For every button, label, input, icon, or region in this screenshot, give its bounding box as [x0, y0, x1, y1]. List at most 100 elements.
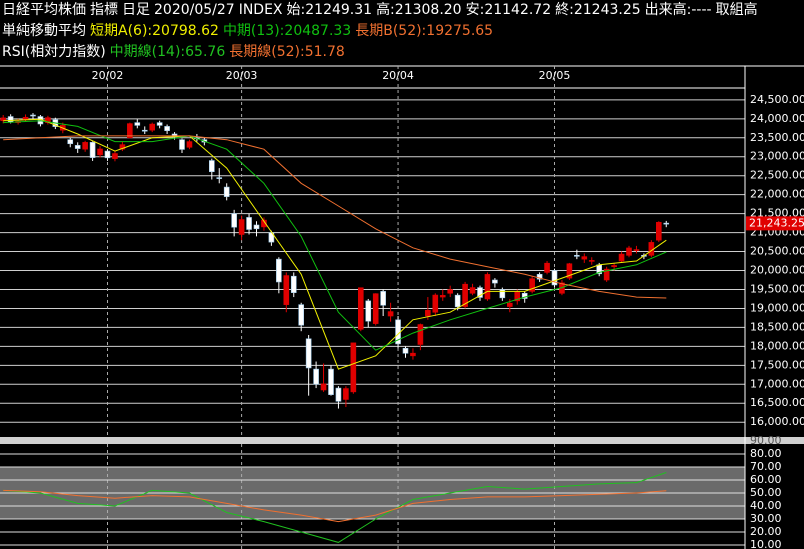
candle-body	[544, 262, 550, 273]
y-tick-label: 50.00	[750, 486, 782, 499]
candle-body	[663, 222, 670, 225]
candle-body	[462, 283, 468, 307]
candle-body	[499, 289, 506, 299]
legend-label: 長期線(52):	[229, 44, 305, 60]
series-line	[3, 120, 667, 351]
candle-body	[574, 255, 580, 257]
legend-value: 51.78	[304, 44, 345, 60]
y-tick-label: 24,000.00	[750, 112, 804, 125]
candle-body	[588, 260, 595, 262]
item: 2020/05/27	[154, 2, 235, 18]
legend-value: 65.76	[185, 44, 226, 60]
y-tick-label: 17,000.00	[750, 377, 804, 390]
ohlc-value: 21142.72	[484, 2, 552, 18]
candle-body	[231, 213, 237, 228]
candle-body	[298, 304, 305, 326]
candle-body	[521, 292, 528, 299]
candle-body	[7, 116, 14, 123]
item: 指標	[90, 2, 118, 18]
header: 日経平均株価 指標 日足 2020/05/27 INDEX 始:21249.31 高:213…	[0, 0, 804, 64]
candle-body	[477, 287, 483, 298]
open-interest: 取組高	[715, 2, 758, 18]
candle-body	[469, 287, 476, 294]
y-tick-label: 19,500.00	[750, 282, 804, 295]
ohlc-value: 21249.31	[305, 2, 373, 18]
candle-body	[74, 145, 81, 149]
y-tick-label: 22,500.00	[750, 169, 804, 182]
x-tick-label: 20/05	[539, 69, 571, 82]
candle-body	[417, 324, 424, 345]
candle-body	[484, 274, 491, 300]
candle-body	[447, 289, 454, 294]
candle-body	[357, 287, 364, 330]
item: 日足	[122, 2, 150, 18]
y-tick-label: 60.00	[750, 473, 782, 486]
y-tick-label: 22,000.00	[750, 188, 804, 201]
ohlc-value: 21243.25	[573, 2, 641, 18]
candle-body	[633, 249, 640, 251]
candle-body	[454, 294, 461, 308]
candle-body	[209, 160, 215, 173]
candle-body	[0, 117, 6, 122]
candle-body	[432, 294, 439, 313]
legend-label: 短期A(6):	[90, 23, 153, 39]
candle-body	[402, 347, 409, 354]
y-tick-label: 20.00	[750, 525, 782, 538]
candle-body	[283, 275, 290, 305]
candle-body	[276, 258, 282, 283]
candle-body	[127, 123, 133, 139]
ohlc-label: 終:	[555, 2, 574, 18]
candle-body	[104, 150, 111, 159]
candle-body	[365, 300, 372, 322]
candle-body	[156, 122, 163, 126]
x-tick-label: 20/02	[92, 69, 124, 82]
legend-value: 19275.65	[426, 23, 494, 39]
y-tick-label: 70.00	[750, 460, 782, 473]
candle-body	[134, 122, 141, 126]
y-tick-label: 16,500.00	[750, 396, 804, 409]
y-tick-label: 20,500.00	[750, 245, 804, 258]
candle-body	[186, 141, 193, 148]
candle-body	[514, 291, 521, 302]
candle-body	[492, 279, 498, 284]
legend-title: 単純移動平均	[2, 23, 86, 39]
series-line	[3, 472, 667, 543]
candle-body	[290, 275, 297, 293]
legend-label: 中期(13):	[222, 23, 285, 39]
y-tick-label: 30.00	[750, 512, 782, 525]
candle-body	[30, 114, 36, 117]
candle-body	[223, 186, 230, 197]
legend-label: 中期線(14):	[109, 44, 186, 60]
candle-body	[141, 129, 148, 132]
candle-body	[380, 291, 386, 306]
candle-body	[97, 148, 103, 156]
quote-line: 日経平均株価 指標 日足 2020/05/27 INDEX 始:21249.31 高:213…	[2, 1, 762, 19]
ohlc-label: 安:	[465, 2, 485, 18]
y-tick-label: 80.00	[750, 447, 782, 460]
ma-legend: 単純移動平均 短期A(6):20798.62 中期(13):20487.33 長期B(…	[2, 22, 497, 40]
candle-body	[238, 219, 245, 235]
candle-body	[313, 368, 319, 385]
y-tick-label: 18,500.00	[750, 320, 804, 333]
candle-body	[320, 383, 327, 391]
y-tick-label: 23,000.00	[750, 150, 804, 163]
candle-body	[82, 142, 88, 150]
candle-body	[343, 388, 349, 400]
last-price-box	[746, 216, 804, 231]
candle-body	[425, 310, 431, 317]
item: INDEX	[238, 2, 283, 18]
candle-body	[603, 268, 610, 281]
candle-body	[179, 139, 185, 150]
candle-body	[551, 270, 558, 286]
y-tick-label: 18,000.00	[750, 339, 804, 352]
candle-body	[149, 123, 155, 131]
candle-body	[372, 293, 379, 324]
candle-body	[506, 302, 513, 307]
series-line	[3, 118, 667, 370]
candle-body	[261, 219, 267, 228]
y-tick-label: 24,500.00	[750, 93, 804, 106]
candle-body	[216, 177, 223, 179]
candle-body	[164, 126, 170, 131]
candle-body	[67, 139, 74, 145]
